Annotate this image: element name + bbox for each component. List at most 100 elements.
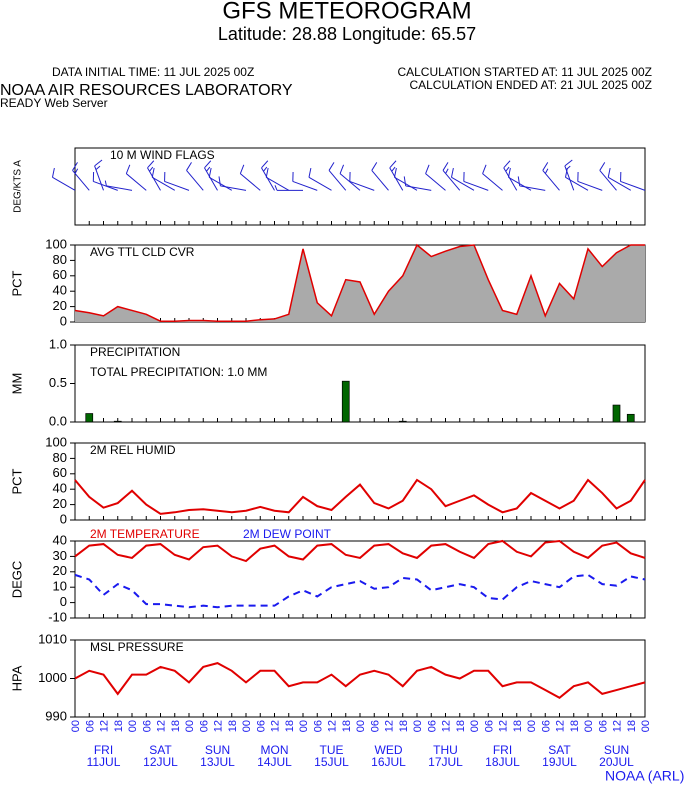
date-label: 19JUL: [542, 755, 577, 769]
wind-barb: [94, 159, 104, 191]
cloud-line: [74, 243, 645, 322]
hour-label: 00: [298, 720, 310, 732]
hour-label: 18: [626, 720, 638, 732]
y-tick-label: 80: [53, 450, 67, 465]
hour-label: 12: [555, 720, 567, 732]
wind-barb: [542, 162, 560, 191]
hour-label: 18: [113, 720, 125, 732]
day-label: WED: [375, 743, 403, 757]
hour-label: 18: [341, 720, 353, 732]
date-label: 16JUL: [371, 755, 406, 769]
y-axis-label: HPA: [9, 665, 24, 691]
y-tick-label: 0: [60, 594, 67, 609]
wind-barb: [599, 162, 617, 191]
wind-barb: [218, 176, 247, 191]
wind-barb: [442, 162, 461, 191]
wind-barb: [607, 167, 631, 191]
y-tick-label: 1.0: [49, 336, 67, 351]
wind-barb: [51, 167, 76, 191]
hour-label: 00: [526, 720, 538, 732]
wind-barb: [292, 171, 318, 191]
hour-label: 18: [170, 720, 182, 732]
hour-label: 12: [498, 720, 510, 732]
calc-started: CALCULATION STARTED AT: 11 JUL 2025 00Z: [397, 65, 652, 79]
y-tick-label: 0: [60, 511, 67, 526]
wind-barb: [371, 162, 389, 191]
y-tick-label: 40: [53, 532, 67, 547]
wind-barb: [147, 160, 161, 191]
y-tick-label: 30: [53, 548, 67, 563]
series-name: 2M DEW POINT: [243, 527, 332, 541]
hour-label: 06: [426, 720, 438, 732]
hour-label: 12: [99, 720, 111, 732]
y-axis-label: PCT: [9, 468, 24, 494]
y-tick-label: 1000: [38, 670, 67, 685]
day-label: SAT: [548, 743, 571, 757]
wind-barb: [265, 167, 289, 191]
date-label: 11JUL: [87, 755, 121, 769]
precip-bar: [341, 380, 350, 423]
date-label: 12JUL: [143, 755, 178, 769]
day-label: SUN: [604, 743, 629, 757]
hour-label: 06: [198, 720, 210, 732]
y-tick-label: 0.5: [49, 375, 67, 390]
hour-label: 18: [512, 720, 524, 732]
wind-barb: [564, 167, 589, 191]
y-tick-label: 990: [45, 708, 67, 723]
panel-title: PRECIPITATION: [90, 345, 180, 359]
precip-bar: [113, 420, 122, 423]
series-line: [74, 662, 646, 699]
wind-barb: [274, 185, 303, 191]
panel-title: AVG TTL CLD CVR: [90, 245, 195, 259]
hour-label: 00: [469, 720, 481, 732]
hour-label: 18: [455, 720, 467, 732]
wind-barb: [261, 160, 275, 191]
hour-label: 12: [441, 720, 453, 732]
y-tick-label: 0: [60, 313, 67, 328]
day-label: SAT: [149, 743, 172, 757]
day-label: FRI: [493, 743, 512, 757]
day-label: TUE: [320, 743, 344, 757]
wind-barb: [577, 171, 603, 191]
hour-label: 12: [384, 720, 396, 732]
series-name: 2M TEMPERATURE: [90, 527, 200, 541]
lab: NOAA AIR RESOURCES LABORATORY: [0, 82, 293, 99]
hour-label: 00: [640, 720, 652, 732]
hour-label: 12: [213, 720, 225, 732]
wind-barb: [482, 164, 503, 191]
hour-label: 18: [284, 720, 296, 732]
y-tick-label: 10: [53, 579, 67, 594]
wind-barb: [125, 164, 147, 191]
hour-label: 06: [141, 720, 153, 732]
wind-barb: [389, 160, 404, 191]
y-axis-label: MM: [9, 373, 24, 395]
y-tick-label: 80: [53, 252, 67, 267]
wind-barb: [349, 171, 375, 191]
y-tick-label: 60: [53, 267, 67, 282]
y-tick-label: 20: [53, 298, 67, 313]
hour-label: 06: [369, 720, 381, 732]
hour-label: 06: [255, 720, 267, 732]
hour-label: 06: [540, 720, 552, 732]
wind-barb: [239, 164, 261, 191]
hour-label: 00: [355, 720, 367, 732]
precip-bar: [85, 413, 94, 423]
hour-label: 06: [312, 720, 324, 732]
y-tick-label: 1010: [38, 631, 67, 646]
wind-barb: [450, 167, 475, 191]
y-tick-label: 0.0: [49, 413, 67, 428]
y-tick-label: 100: [45, 236, 67, 251]
hour-label: 18: [227, 720, 239, 732]
y-axis-label: DEG/KTS A: [13, 160, 24, 213]
y-tick-label: 40: [53, 283, 67, 298]
wind-barb: [104, 180, 133, 191]
wind-barb: [403, 176, 432, 191]
y-axis-label: PCT: [9, 270, 24, 296]
wind-barb: [151, 167, 175, 191]
day-label: SUN: [205, 743, 230, 757]
precip-bar: [398, 420, 407, 423]
wind-barb: [92, 171, 118, 191]
wind-barb: [204, 160, 218, 191]
hour-label: 12: [156, 720, 168, 732]
